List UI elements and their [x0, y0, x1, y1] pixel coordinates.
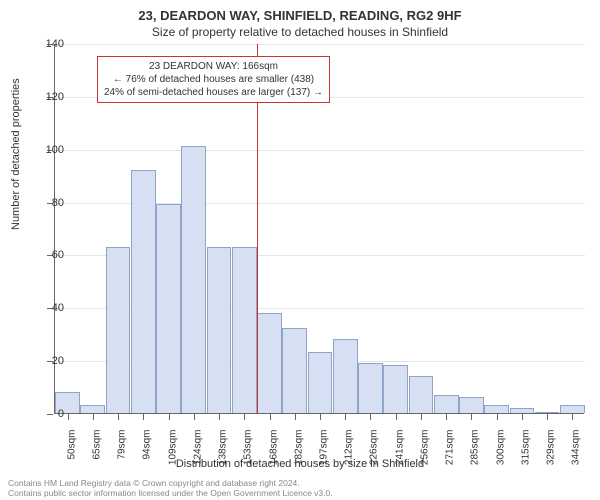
histogram-bar [80, 405, 105, 413]
histogram-bar [308, 352, 333, 413]
histogram-bar [232, 247, 257, 414]
gridline [55, 44, 585, 45]
y-tick-label: 20 [34, 355, 64, 367]
y-tick-label: 0 [34, 408, 64, 420]
x-tick [471, 414, 472, 420]
y-tick-label: 40 [34, 302, 64, 314]
x-tick [421, 414, 422, 420]
x-axis-label: Distribution of detached houses by size … [0, 458, 600, 470]
y-tick-label: 140 [34, 38, 64, 50]
histogram-bar [358, 363, 383, 413]
histogram-chart: 50sqm65sqm79sqm94sqm109sqm124sqm138sqm15… [54, 44, 584, 414]
plot-area: 50sqm65sqm79sqm94sqm109sqm124sqm138sqm15… [54, 44, 584, 414]
histogram-bar [257, 313, 282, 413]
x-tick [572, 414, 573, 420]
x-tick [320, 414, 321, 420]
footer-attribution: Contains HM Land Registry data © Crown c… [8, 478, 333, 498]
gridline [55, 150, 585, 151]
annotation-line: 24% of semi-detached houses are larger (… [104, 86, 323, 99]
x-tick [68, 414, 69, 420]
histogram-bar [282, 328, 307, 413]
histogram-bar [560, 405, 585, 413]
histogram-bar [459, 397, 484, 413]
x-tick [522, 414, 523, 420]
histogram-bar [510, 408, 535, 413]
x-tick [370, 414, 371, 420]
y-tick-label: 120 [34, 91, 64, 103]
annotation-box: 23 DEARDON WAY: 166sqm← 76% of detached … [97, 56, 330, 103]
x-tick [396, 414, 397, 420]
footer-line-2: Contains public sector information licen… [8, 488, 333, 498]
annotation-line: 23 DEARDON WAY: 166sqm [104, 60, 323, 73]
y-tick-label: 60 [34, 249, 64, 261]
y-axis-label: Number of detached properties [10, 78, 22, 230]
x-tick [118, 414, 119, 420]
footer-line-1: Contains HM Land Registry data © Crown c… [8, 478, 333, 488]
histogram-bar [535, 412, 560, 413]
x-tick [93, 414, 94, 420]
y-tick-label: 100 [34, 144, 64, 156]
histogram-bar [333, 339, 358, 413]
page-title: 23, DEARDON WAY, SHINFIELD, READING, RG2… [0, 0, 600, 23]
x-tick [345, 414, 346, 420]
histogram-bar [409, 376, 434, 413]
histogram-bar [434, 395, 459, 414]
histogram-bar [383, 365, 408, 413]
page-subtitle: Size of property relative to detached ho… [0, 23, 600, 43]
histogram-bar [156, 204, 181, 413]
histogram-bar [207, 247, 232, 414]
x-tick [547, 414, 548, 420]
y-tick-label: 80 [34, 197, 64, 209]
x-tick [194, 414, 195, 420]
x-tick [446, 414, 447, 420]
x-tick [219, 414, 220, 420]
x-tick [295, 414, 296, 420]
x-tick [497, 414, 498, 420]
histogram-bar [181, 146, 206, 413]
annotation-line: ← 76% of detached houses are smaller (43… [104, 73, 323, 86]
histogram-bar [106, 247, 131, 414]
histogram-bar [484, 405, 509, 413]
x-tick [143, 414, 144, 420]
x-tick [244, 414, 245, 420]
histogram-bar [131, 170, 156, 413]
x-tick [169, 414, 170, 420]
x-tick [270, 414, 271, 420]
